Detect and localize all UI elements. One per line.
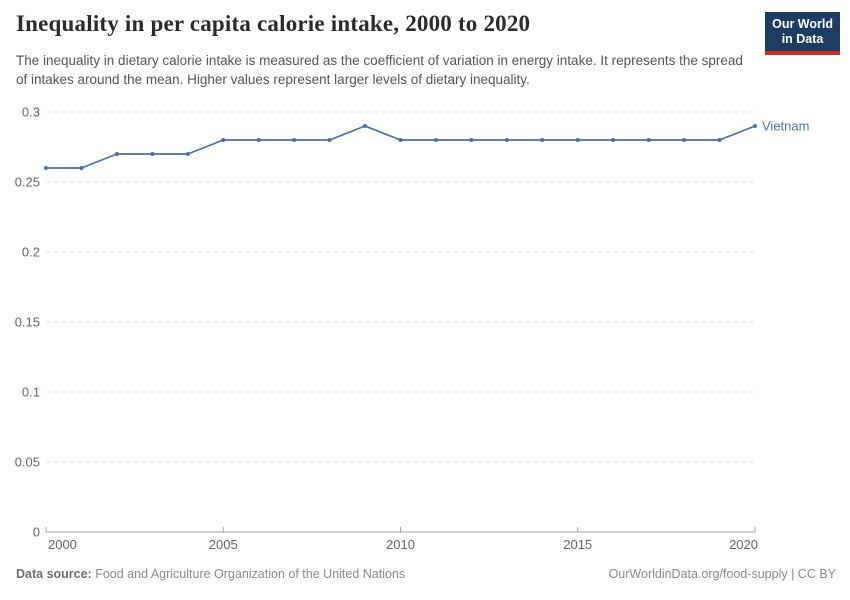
data-point[interactable]	[256, 138, 261, 142]
data-point[interactable]	[221, 138, 226, 142]
data-point[interactable]	[292, 138, 297, 142]
data-point[interactable]	[575, 138, 580, 142]
data-source: Data source: Food and Agriculture Organi…	[16, 567, 405, 581]
data-point[interactable]	[611, 138, 616, 142]
data-point[interactable]	[363, 124, 368, 128]
data-point[interactable]	[469, 138, 474, 142]
chart-footer: Data source: Food and Agriculture Organi…	[16, 567, 836, 581]
y-tick-label: 0.1	[22, 385, 40, 400]
chart-subtitle: The inequality in dietary calorie intake…	[16, 53, 743, 87]
data-point[interactable]	[398, 138, 403, 142]
y-tick-label: 0.25	[15, 175, 40, 190]
data-point[interactable]	[682, 138, 687, 142]
y-tick-label: 0.15	[15, 315, 40, 330]
y-tick-label: 0.3	[22, 105, 40, 120]
x-tick-label: 2005	[209, 537, 238, 552]
data-point[interactable]	[646, 138, 651, 142]
data-source-value: Food and Agriculture Organization of the…	[95, 567, 406, 581]
data-point[interactable]	[79, 166, 84, 170]
data-point[interactable]	[44, 166, 48, 170]
owid-logo[interactable]: Our World in Data	[765, 12, 840, 55]
line-chart[interactable]: 0 0.05 0.1 0.15 0.2 0.25 0.3 2000 2005 2010 2015 20…	[0, 95, 850, 565]
data-point[interactable]	[540, 138, 545, 142]
data-source-label: Data source:	[16, 567, 92, 581]
x-tick-label: 2000	[48, 537, 77, 552]
y-tick-label: 0.05	[15, 455, 40, 470]
data-point[interactable]	[327, 138, 332, 142]
page-title: Inequality in per capita calorie intake,…	[16, 11, 531, 36]
y-tick-label: 0	[33, 525, 40, 540]
y-tick-label: 0.2	[22, 245, 40, 260]
data-point[interactable]	[185, 152, 190, 156]
data-point[interactable]	[717, 138, 722, 142]
x-tick-label: 2015	[563, 537, 592, 552]
data-point[interactable]	[114, 152, 119, 156]
data-point[interactable]	[433, 138, 438, 142]
data-point[interactable]	[504, 138, 509, 142]
x-tick-label: 2020	[729, 537, 758, 552]
owid-logo-line2: in Data	[781, 32, 824, 46]
owid-logo-line1: Our World	[772, 17, 833, 31]
series-end-label[interactable]: Vietnam	[762, 119, 809, 134]
x-tick-label: 2010	[386, 537, 415, 552]
data-point[interactable]	[150, 152, 155, 156]
data-point[interactable]	[753, 124, 757, 128]
chart-canvas[interactable]: 0 0.05 0.1 0.15 0.2 0.25 0.3 2000 2005 2010 2015 20…	[0, 95, 850, 565]
credit-link[interactable]: OurWorldinData.org/food-supply | CC BY	[608, 567, 836, 581]
series-line[interactable]	[45, 125, 756, 169]
